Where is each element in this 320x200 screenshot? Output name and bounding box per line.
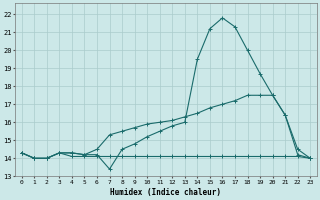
X-axis label: Humidex (Indice chaleur): Humidex (Indice chaleur) xyxy=(110,188,221,197)
